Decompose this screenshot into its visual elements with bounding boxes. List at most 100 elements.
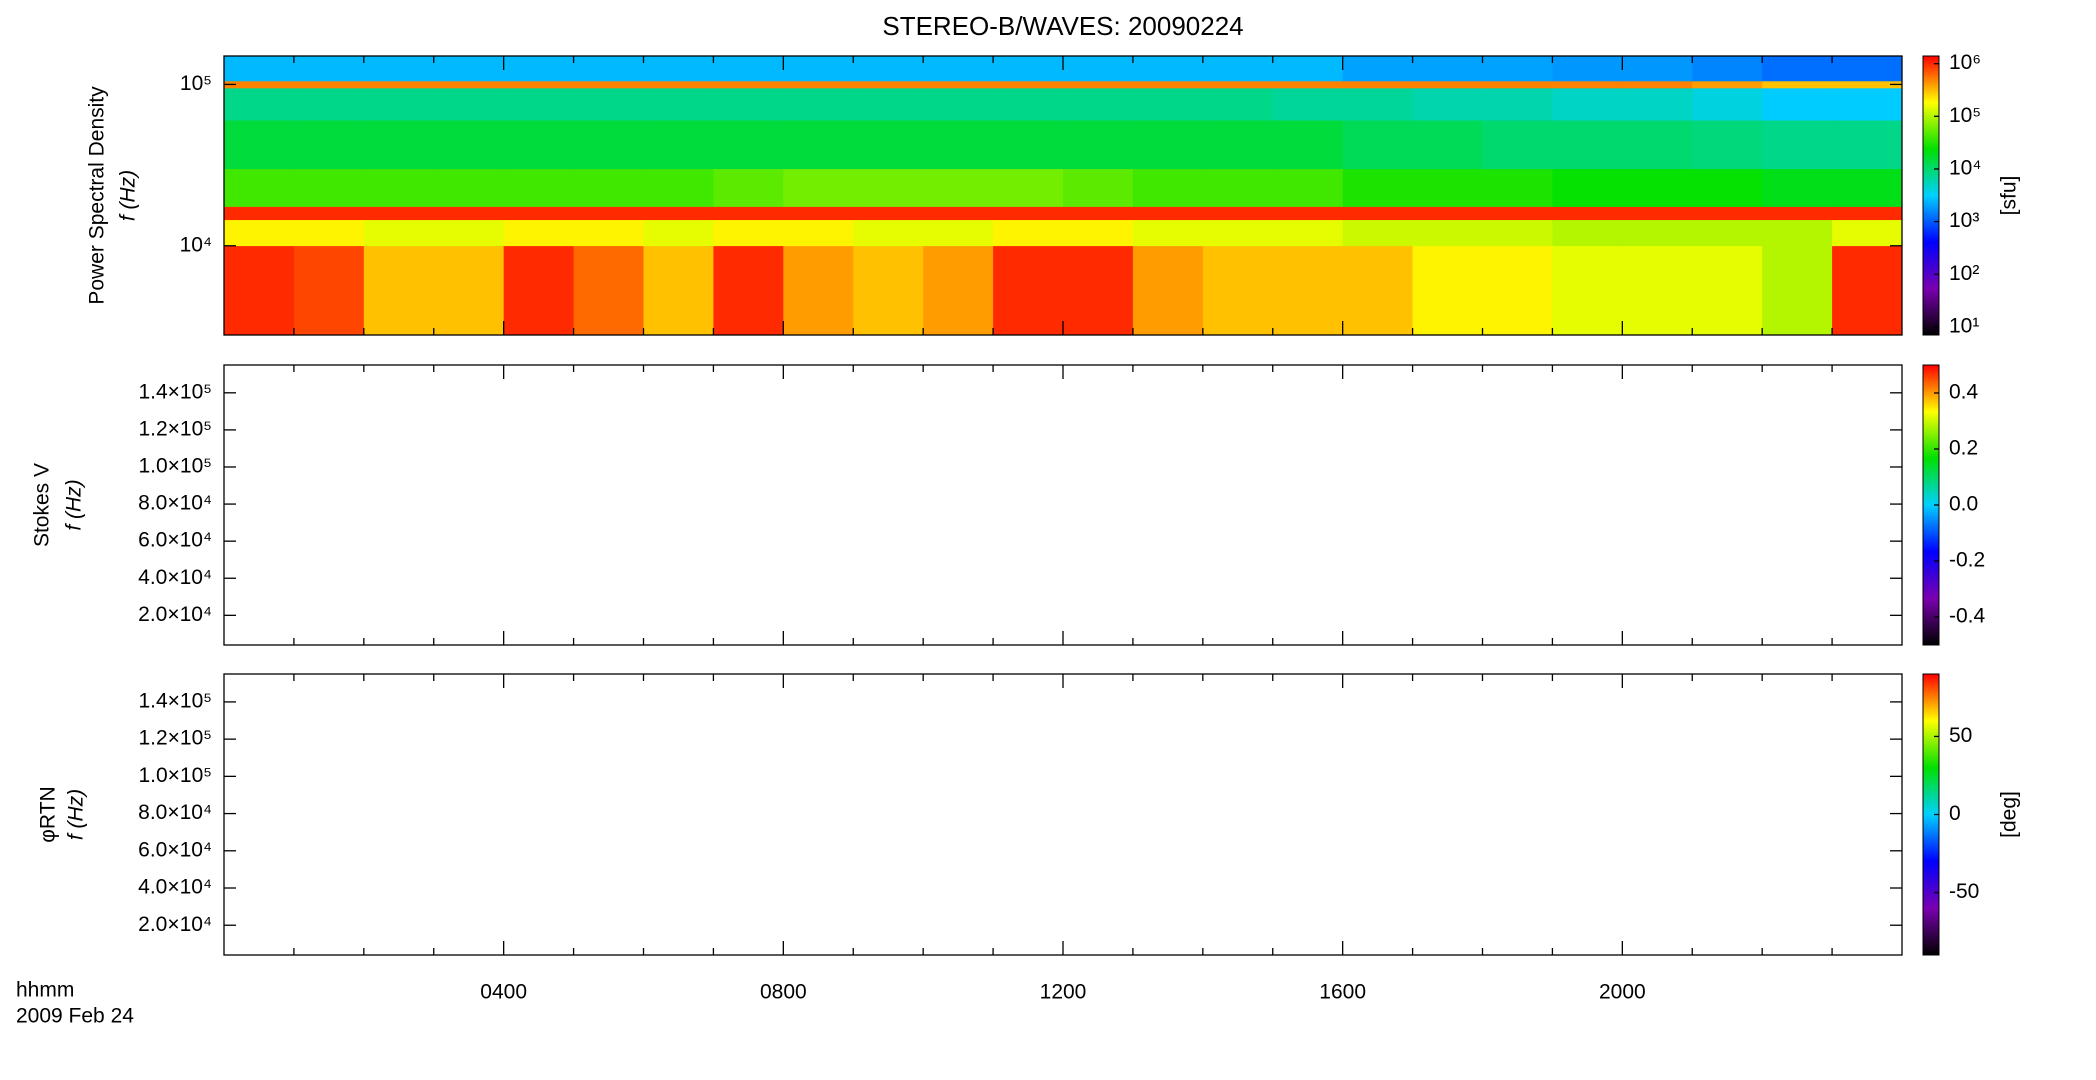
heatmap-cell — [643, 120, 714, 170]
heatmap-cell — [1482, 168, 1553, 207]
heatmap-cell — [1482, 56, 1553, 82]
y-tick-label: 6.0×10⁴ — [138, 838, 212, 861]
heatmap-cell — [363, 168, 435, 207]
heatmap-cell — [783, 120, 854, 170]
heatmap-cell — [1552, 206, 1623, 221]
heatmap-cell — [783, 56, 854, 82]
colorbar — [1922, 55, 1940, 336]
heatmap-cell — [853, 80, 924, 89]
heatmap-cell — [573, 219, 644, 247]
heatmap-cell — [1762, 219, 1833, 247]
heatmap-cell — [1132, 56, 1204, 82]
colorbar-tick-label: 50 — [1949, 724, 1972, 747]
heatmap-cell — [923, 56, 994, 82]
heatmap-cell — [1272, 168, 1344, 207]
heatmap-cell — [1272, 206, 1344, 221]
heatmap-cell — [363, 245, 435, 336]
heatmap-cell — [923, 245, 994, 336]
heatmap-cell — [923, 219, 994, 247]
heatmap-cell — [923, 80, 994, 89]
heatmap-cell — [224, 56, 295, 82]
y-tick-label: 2.0×10⁴ — [138, 913, 212, 936]
heatmap-cell — [1692, 120, 1763, 170]
heatmap-cell — [1272, 80, 1344, 89]
heatmap-cell — [224, 120, 295, 170]
heatmap-cell — [224, 245, 295, 336]
heatmap-cell — [1762, 168, 1833, 207]
heatmap-cell — [1342, 120, 1414, 170]
heatmap-cell — [1412, 206, 1483, 221]
heatmap-cell — [1832, 219, 1903, 247]
heatmap-cell — [224, 168, 295, 207]
heatmap-cell — [1832, 168, 1903, 207]
heatmap-cell — [853, 219, 924, 247]
colorbar-tick-label: 10² — [1949, 262, 1979, 285]
heatmap-cell — [993, 88, 1064, 121]
colorbar-tick-label: 0.0 — [1949, 493, 1978, 516]
heatmap-cell — [433, 168, 505, 207]
heatmap-cell — [713, 80, 784, 89]
heatmap-cell — [1622, 245, 1693, 336]
x-tick-label: 0800 — [760, 981, 807, 1004]
heatmap-cell — [1063, 219, 1134, 247]
heatmap-cell — [1202, 168, 1274, 207]
heatmap-cell — [993, 219, 1064, 247]
heatmap-cell — [573, 80, 644, 89]
heatmap-cell — [503, 219, 575, 247]
heatmap-cell — [433, 120, 505, 170]
heatmap-cell — [1412, 245, 1483, 336]
heatmap-cell — [1692, 80, 1763, 89]
heatmap-cell — [1342, 88, 1414, 121]
heatmap-cell — [1342, 245, 1414, 336]
heatmap-cell — [1202, 80, 1274, 89]
heatmap-cell — [1692, 245, 1763, 336]
heatmap-cell — [433, 80, 505, 89]
colorbar-tick-label: -0.2 — [1949, 549, 1985, 572]
heatmap-cell — [1762, 88, 1833, 121]
heatmap-cell — [713, 88, 784, 121]
heatmap-cell — [1832, 245, 1903, 336]
heatmap-cell — [1132, 206, 1204, 221]
heatmap-cell — [1132, 120, 1204, 170]
heatmap-cell — [1622, 80, 1693, 89]
colorbar-tick-label: 10⁶ — [1949, 51, 1981, 74]
y-axis-label: f (Hz) — [63, 479, 86, 530]
heatmap-cell — [783, 245, 854, 336]
heatmap-cell — [363, 120, 435, 170]
heatmap-cell — [1692, 56, 1763, 82]
heatmap-cell — [1552, 245, 1623, 336]
heatmap-cell — [573, 245, 644, 336]
heatmap-cell — [293, 245, 365, 336]
heatmap-cell — [1202, 219, 1274, 247]
heatmap-cell — [293, 168, 365, 207]
heatmap-cell — [853, 88, 924, 121]
heatmap-cell — [293, 206, 365, 221]
heatmap-cell — [1692, 206, 1763, 221]
colorbar-tick-label: -50 — [1949, 880, 1979, 903]
heatmap-cell — [1202, 206, 1274, 221]
heatmap-cell — [433, 219, 505, 247]
heatmap-cell — [1063, 80, 1134, 89]
heatmap-cell — [783, 206, 854, 221]
heatmap-cell — [643, 80, 714, 89]
y-tick-label: 6.0×10⁴ — [138, 529, 212, 552]
heatmap-cell — [1552, 168, 1623, 207]
heatmap-cell — [1762, 120, 1833, 170]
y-tick-label: 10⁵ — [180, 72, 212, 95]
heatmap-cell — [643, 245, 714, 336]
heatmap-cell — [1063, 168, 1134, 207]
heatmap-cell — [224, 219, 295, 247]
heatmap-cell — [1272, 120, 1344, 170]
heatmap-cell — [433, 88, 505, 121]
heatmap-cell — [433, 245, 505, 336]
heatmap-cell — [1552, 219, 1623, 247]
heatmap-cell — [713, 56, 784, 82]
heatmap-cell — [783, 88, 854, 121]
heatmap-cell — [293, 219, 365, 247]
heatmap-cell — [1132, 80, 1204, 89]
heatmap-cell — [573, 88, 644, 121]
heatmap-cell — [503, 80, 575, 89]
colorbar-tick-label: 10⁵ — [1949, 104, 1981, 127]
heatmap-cell — [993, 168, 1064, 207]
